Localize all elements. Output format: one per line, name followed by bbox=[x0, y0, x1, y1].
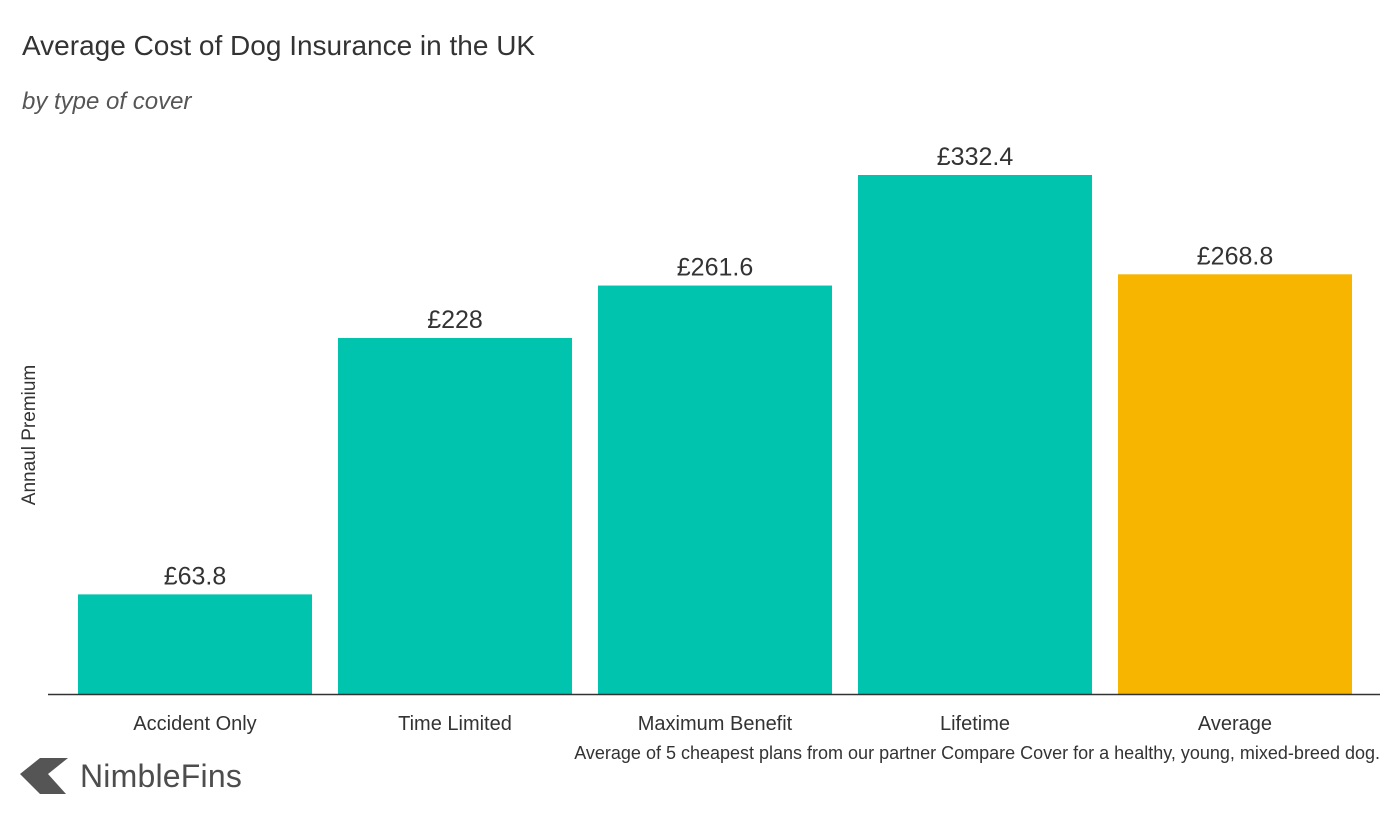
x-tick-label-3: Lifetime bbox=[940, 713, 1010, 735]
x-tick-label-0: Accident Only bbox=[133, 713, 256, 735]
chevron-shape-lower bbox=[20, 774, 66, 794]
brand-name: NimbleFins bbox=[80, 757, 243, 794]
bar-4 bbox=[1118, 274, 1352, 694]
chart-footnote: Average of 5 cheapest plans from our par… bbox=[574, 743, 1380, 763]
bar-3 bbox=[858, 175, 1092, 694]
x-tick-label-4: Average bbox=[1198, 713, 1272, 735]
bar-0 bbox=[78, 594, 312, 694]
bar-value-label-4: £268.8 bbox=[1197, 242, 1273, 270]
x-tick-label-1: Time Limited bbox=[398, 713, 512, 735]
bar-value-label-1: £228 bbox=[427, 306, 483, 334]
x-tick-label-2: Maximum Benefit bbox=[638, 713, 793, 735]
bar-value-label-3: £332.4 bbox=[937, 143, 1014, 171]
chart-title: Average Cost of Dog Insurance in the UK bbox=[22, 30, 536, 61]
bar-value-label-2: £261.6 bbox=[677, 254, 753, 282]
chevron-shape bbox=[20, 758, 68, 774]
nimblefins-chevron-icon bbox=[20, 758, 68, 794]
brand-logo: NimbleFins bbox=[20, 752, 242, 800]
bar-value-label-0: £63.8 bbox=[164, 562, 227, 590]
bar-2 bbox=[598, 285, 832, 694]
bar-1 bbox=[338, 338, 572, 694]
chart-subtitle: by type of cover bbox=[22, 88, 192, 115]
